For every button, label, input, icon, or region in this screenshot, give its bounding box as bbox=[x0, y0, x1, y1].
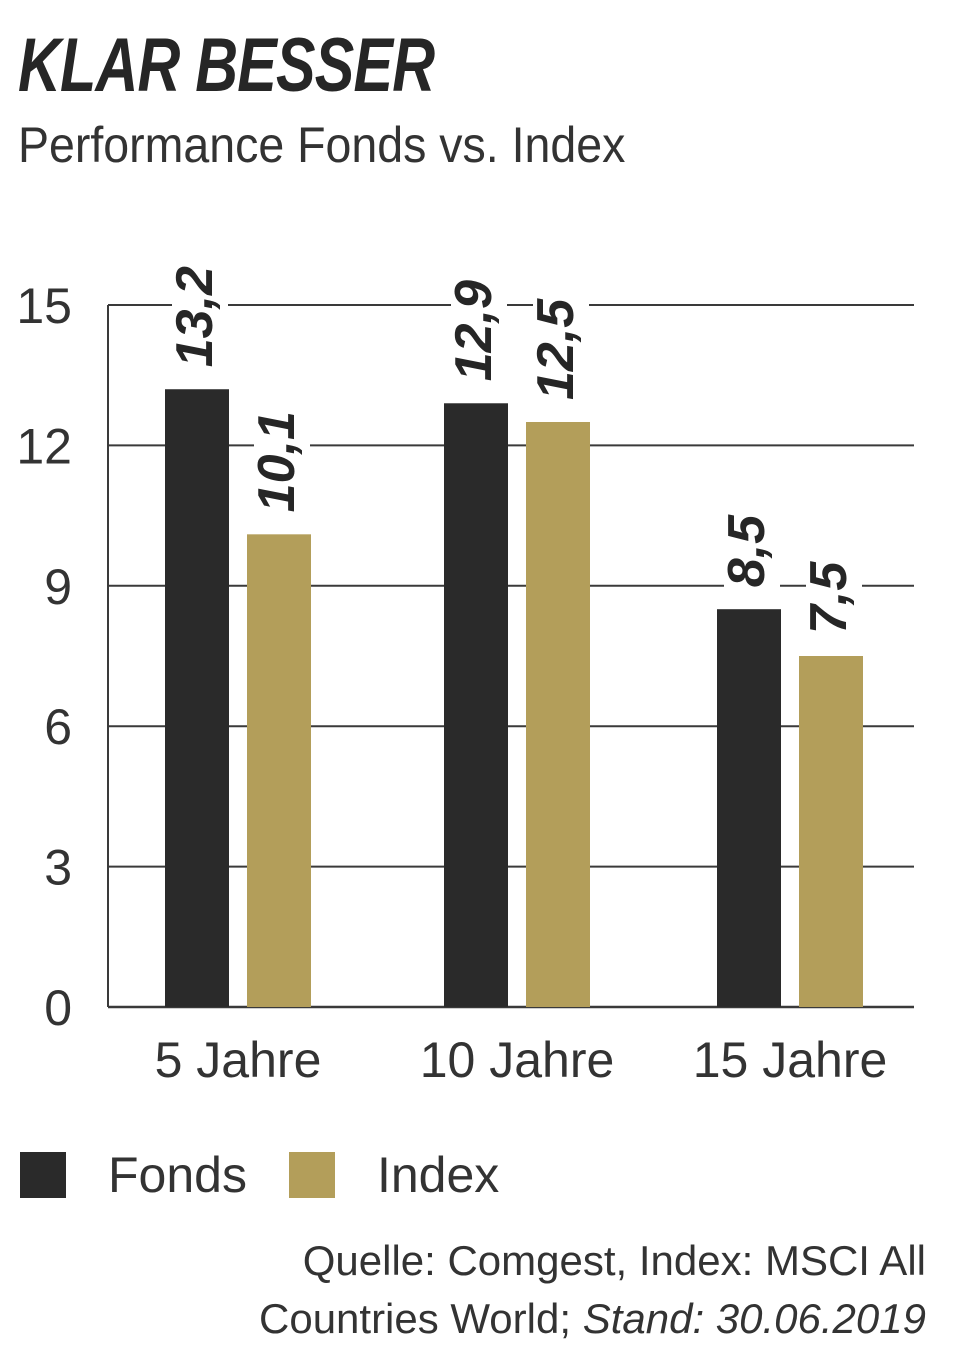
bar-index-0 bbox=[247, 534, 311, 1007]
data-label-bg-fonds-1 bbox=[451, 265, 507, 386]
source-line-2-prefix: Countries World; bbox=[259, 1295, 583, 1342]
y-tick-label-3: 3 bbox=[44, 840, 72, 896]
data-label-bg-fonds-2 bbox=[724, 500, 780, 592]
x-tick-label-2: 15 Jahre bbox=[693, 1032, 888, 1088]
y-tick-label-12: 12 bbox=[16, 418, 72, 474]
legend-item-index: Index bbox=[288, 1146, 500, 1204]
legend-label-index: Index bbox=[376, 1147, 500, 1203]
legend-swatch-index bbox=[288, 1152, 335, 1198]
data-label-fonds-1: 12,9 bbox=[445, 280, 503, 381]
data-label-fonds-0: 13,2 bbox=[166, 266, 224, 367]
source-line-2: Countries World; Stand: 30.06.2019 bbox=[259, 1290, 926, 1348]
legend-swatch-fonds bbox=[20, 1152, 66, 1198]
chart-title: KLAR BESSER bbox=[18, 23, 435, 108]
y-tick-label-15: 15 bbox=[16, 278, 72, 334]
source-note: Quelle: Comgest, Index: MSCI All Countri… bbox=[259, 1232, 926, 1348]
y-tick-label-6: 6 bbox=[44, 699, 72, 755]
x-tick-label-0: 5 Jahre bbox=[155, 1032, 322, 1088]
data-label-bg-index-1 bbox=[533, 284, 589, 404]
data-label-bg-fonds-0 bbox=[172, 251, 228, 372]
source-line-1: Quelle: Comgest, Index: MSCI All bbox=[302, 1237, 926, 1284]
legend-label-fonds: Fonds bbox=[108, 1147, 247, 1203]
bar-fonds-1 bbox=[444, 403, 508, 1007]
data-label-fonds-2: 8,5 bbox=[718, 514, 776, 587]
bar-fonds-2 bbox=[717, 609, 781, 1007]
x-tick-label-1: 10 Jahre bbox=[420, 1032, 615, 1088]
y-tick-label-9: 9 bbox=[44, 559, 72, 615]
bar-index-2 bbox=[799, 656, 863, 1007]
data-label-index-0: 10,1 bbox=[248, 411, 306, 512]
bar-fonds-0 bbox=[165, 389, 229, 1007]
data-label-bg-index-2 bbox=[806, 547, 862, 638]
data-label-index-1: 12,5 bbox=[527, 298, 585, 400]
y-tick-label-0: 0 bbox=[44, 980, 72, 1036]
data-label-bg-index-0 bbox=[254, 396, 310, 517]
legend: Fonds Index bbox=[20, 1146, 541, 1204]
bar-chart: 0 3 6 9 12 15 13,2 10,1 5 Jahre 12,9 12,5 10 Jahre 8… bbox=[16, 251, 914, 1088]
chart-subtitle: Performance Fonds vs. Index bbox=[18, 117, 626, 173]
legend-item-fonds: Fonds bbox=[20, 1146, 247, 1204]
bar-index-1 bbox=[526, 422, 590, 1007]
data-label-index-2: 7,5 bbox=[800, 561, 858, 634]
source-date: Stand: 30.06.2019 bbox=[582, 1295, 926, 1342]
